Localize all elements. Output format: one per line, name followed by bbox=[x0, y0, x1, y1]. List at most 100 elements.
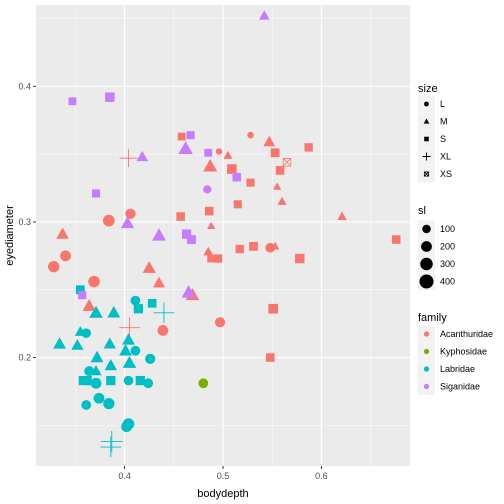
data-point bbox=[265, 353, 275, 362]
data-point bbox=[93, 392, 105, 404]
data-point bbox=[204, 206, 214, 216]
data-point bbox=[91, 189, 101, 198]
data-point bbox=[177, 132, 186, 141]
data-point bbox=[53, 337, 67, 349]
data-point bbox=[227, 164, 237, 174]
legend-sl-key-300 bbox=[420, 257, 433, 271]
data-point bbox=[153, 302, 175, 324]
data-point bbox=[207, 254, 216, 263]
data-point bbox=[122, 333, 135, 345]
data-point bbox=[145, 353, 156, 364]
data-point bbox=[198, 378, 209, 389]
legend-family-key-Labridae bbox=[423, 366, 430, 372]
legend-size-key-XS bbox=[423, 171, 430, 177]
y-tick-label: 0.2 bbox=[18, 353, 31, 363]
data-point bbox=[157, 325, 169, 336]
data-point bbox=[101, 430, 123, 453]
legend-size-title: size bbox=[418, 83, 438, 95]
data-point bbox=[223, 150, 233, 159]
data-point bbox=[90, 377, 102, 389]
data-point bbox=[181, 229, 192, 239]
data-point bbox=[103, 337, 116, 349]
legend-size-key-M bbox=[423, 118, 430, 124]
data-point bbox=[68, 97, 77, 106]
data-point bbox=[90, 365, 102, 376]
legend-family-title: family bbox=[418, 312, 447, 324]
legend-family-key-Acanthuridae bbox=[423, 331, 430, 337]
legend-family-key-Kyphosidae bbox=[423, 348, 430, 355]
data-point bbox=[89, 305, 103, 318]
data-point bbox=[295, 253, 305, 264]
data-point bbox=[246, 178, 255, 187]
data-point bbox=[81, 400, 92, 410]
data-point bbox=[273, 182, 282, 190]
data-point bbox=[136, 150, 149, 162]
legend-family-label-Siganidae: Siganidae bbox=[440, 382, 480, 392]
data-point bbox=[268, 303, 279, 314]
data-point bbox=[133, 304, 143, 314]
data-point bbox=[304, 143, 313, 152]
data-point bbox=[152, 276, 166, 288]
data-point bbox=[106, 375, 116, 386]
data-point bbox=[102, 214, 115, 227]
data-point bbox=[119, 344, 132, 356]
data-point bbox=[75, 285, 85, 295]
legend-sl-title: sl bbox=[418, 205, 426, 217]
data-point bbox=[204, 148, 213, 157]
y-tick-label: 0.3 bbox=[18, 217, 31, 227]
data-point bbox=[121, 421, 132, 433]
data-point bbox=[178, 141, 193, 155]
legend-sl-key-100 bbox=[422, 224, 431, 234]
data-point bbox=[215, 148, 223, 155]
data-point bbox=[277, 196, 287, 205]
x-tick-label: 0.5 bbox=[217, 471, 230, 481]
data-point bbox=[203, 185, 212, 194]
data-point bbox=[81, 328, 91, 338]
legend-family-label-Labridae: Labridae bbox=[440, 364, 475, 374]
data-point bbox=[391, 235, 401, 244]
legend-size-label-L: L bbox=[440, 99, 445, 109]
data-point bbox=[203, 158, 218, 172]
data-point bbox=[71, 338, 84, 350]
legend-size-label-XS: XS bbox=[440, 169, 452, 179]
x-axis-title: bodydepth bbox=[197, 488, 248, 500]
data-point bbox=[104, 359, 118, 371]
legend-size-label-M: M bbox=[440, 117, 448, 127]
data-points bbox=[48, 10, 401, 458]
data-point bbox=[258, 10, 270, 20]
data-point bbox=[270, 241, 280, 250]
data-point bbox=[135, 375, 145, 386]
data-point bbox=[181, 285, 196, 298]
legend-sl-key-400 bbox=[419, 274, 434, 289]
data-point bbox=[120, 216, 135, 229]
data-point bbox=[263, 135, 276, 147]
y-axis-title: eyediameter bbox=[4, 205, 16, 266]
legend-family-key-Siganidae bbox=[423, 383, 430, 390]
legend-size-label-XL: XL bbox=[440, 152, 451, 162]
data-point bbox=[122, 355, 137, 368]
data-point bbox=[247, 131, 254, 139]
data-point bbox=[203, 246, 214, 256]
data-point bbox=[143, 378, 154, 389]
legend-size-label-S: S bbox=[440, 134, 446, 144]
data-point bbox=[130, 295, 141, 306]
data-point bbox=[90, 350, 104, 363]
legend-size-key-S bbox=[424, 136, 429, 142]
data-point bbox=[130, 345, 141, 356]
legend-size: size LMS XL XS bbox=[418, 83, 452, 183]
y-tick-label: 0.4 bbox=[18, 81, 31, 91]
major-gridlines bbox=[36, 5, 410, 466]
data-point bbox=[48, 261, 60, 273]
data-point bbox=[270, 148, 280, 158]
data-point bbox=[103, 398, 115, 410]
data-point bbox=[88, 275, 100, 288]
data-point bbox=[275, 166, 285, 175]
data-point bbox=[265, 242, 276, 253]
data-point bbox=[282, 158, 292, 167]
data-point bbox=[232, 172, 242, 182]
data-point bbox=[100, 436, 122, 458]
data-point bbox=[60, 250, 71, 262]
legend-sl-label-300: 300 bbox=[440, 259, 455, 269]
data-point bbox=[233, 200, 242, 209]
